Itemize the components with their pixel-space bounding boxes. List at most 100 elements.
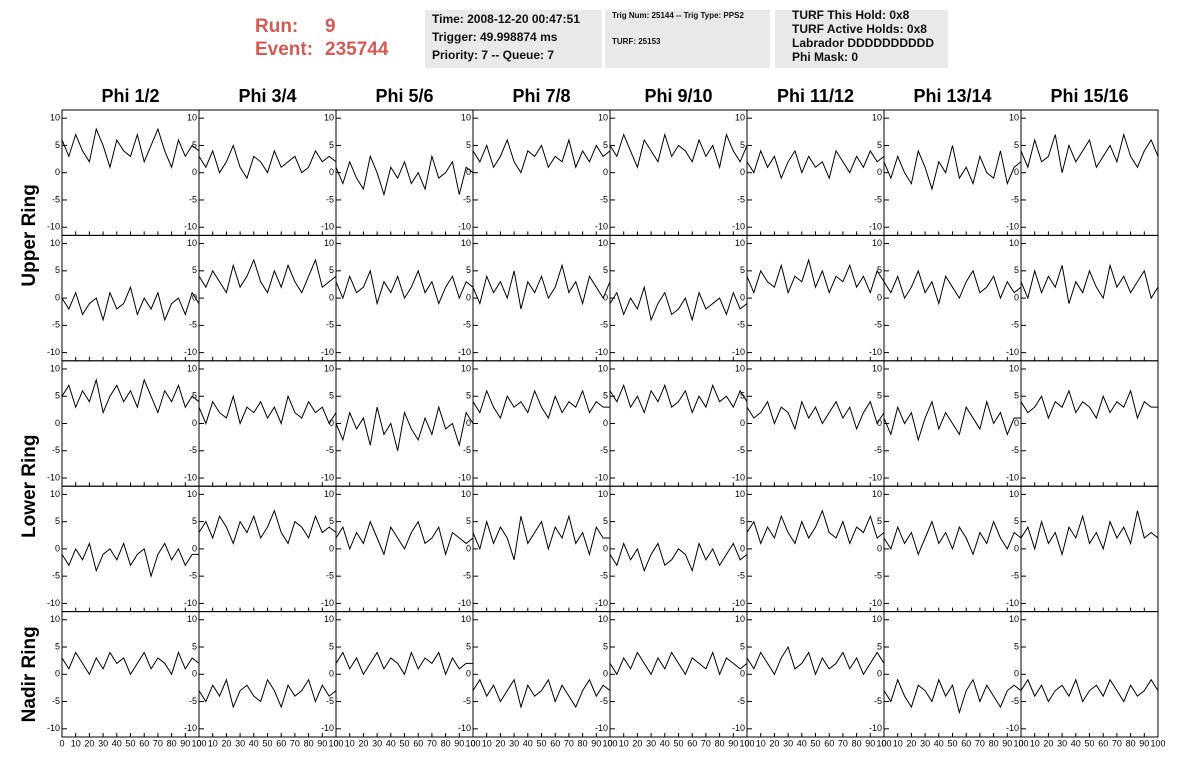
y-tick-label: 0: [1014, 292, 1019, 302]
y-tick-label: -5: [189, 194, 197, 204]
x-tick-label: 90: [1002, 738, 1012, 748]
panel-frame: [61, 360, 200, 487]
y-tick-label: -10: [1006, 723, 1019, 733]
panel-frame: [609, 611, 748, 738]
y-tick-label: 10: [461, 614, 471, 624]
y-tick-label: -10: [458, 347, 471, 357]
y-tick-label: 10: [187, 238, 197, 248]
y-tick-label: -10: [47, 222, 60, 232]
waveform: [472, 514, 610, 560]
x-tick-label: 80: [715, 738, 725, 748]
y-tick-label: 10: [324, 238, 334, 248]
y-tick-label: -10: [869, 723, 882, 733]
trigger: Trigger: 49.998874 ms: [432, 30, 558, 44]
y-tick-label: -5: [874, 696, 882, 706]
y-tick-label: 10: [735, 614, 745, 624]
y-tick-label: -5: [1011, 696, 1019, 706]
x-tick-label: 70: [838, 738, 848, 748]
waveform: [61, 651, 200, 676]
y-tick-label: 0: [1014, 418, 1019, 428]
y-tick-label: -10: [321, 598, 334, 608]
x-tick-label: 60: [550, 738, 560, 748]
waveform: [335, 269, 474, 306]
y-tick-label: 5: [329, 265, 334, 275]
y-tick-label: 10: [1009, 614, 1019, 624]
x-tick-label: 50: [399, 738, 409, 748]
y-tick-label: -10: [47, 723, 60, 733]
panel-frame: [883, 611, 1022, 738]
y-tick-label: -5: [600, 445, 608, 455]
run: 9: [325, 16, 336, 37]
y-tick-label: -10: [321, 723, 334, 733]
y-tick-label: 0: [55, 292, 60, 302]
x-tick-label: 40: [386, 738, 396, 748]
y-tick-label: 10: [50, 238, 60, 248]
panel-frame: [746, 109, 885, 236]
x-tick-label: 90: [180, 738, 190, 748]
waveform: [746, 509, 885, 545]
y-tick-label: -5: [737, 696, 745, 706]
panel-frame: [472, 360, 611, 487]
y-tick-label: 0: [603, 543, 608, 553]
x-tick-label: 20: [84, 738, 94, 748]
y-tick-label: 0: [740, 292, 745, 302]
y-tick-label: 0: [55, 543, 60, 553]
x-tick-label: 10: [208, 738, 218, 748]
x-tick-label: 20: [632, 738, 642, 748]
x-tick-label: 0: [59, 738, 64, 748]
x-tick-label: 60: [276, 738, 286, 748]
y-tick-label: -5: [737, 320, 745, 330]
y-tick-label: 0: [55, 167, 60, 177]
x-tick-label: 100: [602, 738, 617, 748]
panel-frame: [472, 109, 611, 236]
y-tick-label: 0: [192, 418, 197, 428]
y-tick-label: -5: [463, 445, 471, 455]
x-tick-label: 20: [358, 738, 368, 748]
y-tick-label: 5: [466, 516, 471, 526]
y-tick-label: 0: [1014, 167, 1019, 177]
y-tick-label: -5: [1011, 445, 1019, 455]
x-tick-label: 0: [333, 738, 338, 748]
panel-frame: [335, 109, 474, 236]
y-tick-label: 5: [603, 641, 608, 651]
x-tick-label: 50: [1084, 738, 1094, 748]
y-tick-label: 10: [872, 363, 882, 373]
info-box: [425, 10, 602, 68]
y-tick-label: 0: [192, 669, 197, 679]
y-tick-label: 5: [192, 641, 197, 651]
waveform: [198, 258, 337, 294]
panel-frame: [472, 611, 611, 738]
panel-frame: [198, 234, 337, 362]
phi-mask: Phi Mask: 0: [792, 50, 858, 64]
y-tick-label: 5: [329, 140, 334, 150]
x-tick-label: 10: [619, 738, 629, 748]
y-tick-label: 5: [466, 641, 471, 651]
waveform: [472, 138, 611, 174]
y-tick-label: 10: [324, 363, 334, 373]
y-tick-label: 5: [55, 265, 60, 275]
y-tick-label: 5: [329, 391, 334, 401]
y-tick-label: -10: [732, 723, 745, 733]
time: Time: 2008-12-20 00:47:51: [432, 12, 580, 26]
waveform: [746, 645, 885, 676]
y-tick-label: 10: [735, 113, 745, 123]
turf: TURF: 25153: [612, 37, 661, 46]
panel-frame: [746, 485, 885, 613]
y-tick-label: -10: [184, 723, 197, 733]
x-tick-label: 40: [523, 738, 533, 748]
x-tick-label: 40: [934, 738, 944, 748]
priority: Priority: 7 -- Queue: 7: [432, 48, 554, 62]
y-tick-label: 0: [466, 418, 471, 428]
y-tick-label: -5: [52, 571, 60, 581]
y-tick-label: 5: [55, 391, 60, 401]
y-tick-label: -5: [326, 696, 334, 706]
x-tick-label: 20: [906, 738, 916, 748]
y-tick-label: 10: [461, 113, 471, 123]
waveform: [1020, 389, 1158, 420]
waveform: [335, 520, 474, 557]
y-tick-label: 10: [187, 363, 197, 373]
x-tick-label: 80: [578, 738, 588, 748]
y-tick-label: 5: [1014, 516, 1019, 526]
turf-active: TURF Active Holds: 0x8: [792, 22, 927, 36]
